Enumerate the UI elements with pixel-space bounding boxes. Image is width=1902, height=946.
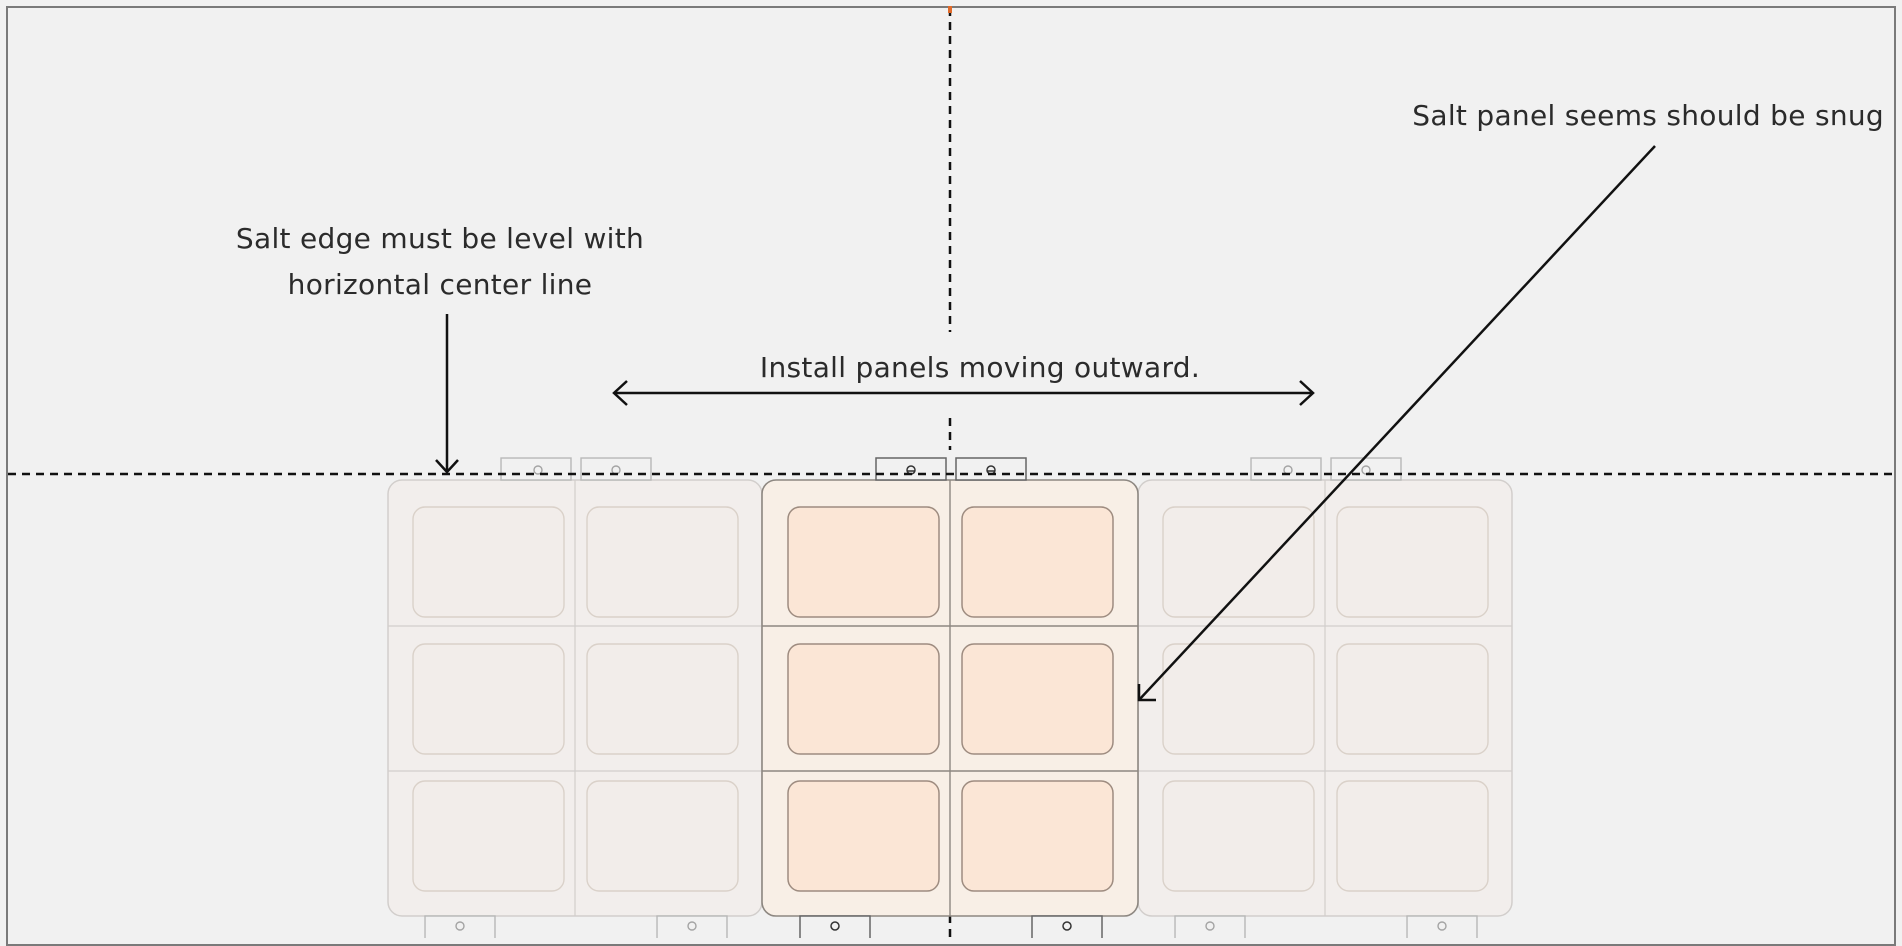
panel-center	[761, 457, 1139, 938]
top-tab	[955, 457, 1027, 481]
down-arrow-icon	[435, 314, 459, 474]
top-tab	[875, 457, 947, 481]
snug-annotation: Salt panel seems should be snug	[1412, 99, 1884, 132]
panel-left	[387, 457, 763, 938]
bottom-tab	[799, 915, 871, 938]
bottom-tab	[1031, 915, 1103, 938]
panel-right	[1137, 457, 1513, 938]
salt-cell	[961, 506, 1114, 618]
level-annotation-line2: horizontal center line	[287, 268, 593, 301]
install-annotation: Install panels moving outward.	[759, 351, 1201, 384]
salt-cell	[961, 780, 1114, 892]
salt-cell	[787, 643, 940, 755]
center-mark	[948, 6, 952, 13]
salt-cell	[787, 780, 940, 892]
level-annotation: Salt edge must be level with horizontal …	[190, 216, 690, 308]
double-arrow-icon	[612, 380, 1315, 406]
salt-cell	[787, 506, 940, 618]
level-annotation-line1: Salt edge must be level with	[235, 222, 645, 255]
salt-cell	[961, 643, 1114, 755]
diagonal-arrow-icon	[1137, 145, 1656, 702]
